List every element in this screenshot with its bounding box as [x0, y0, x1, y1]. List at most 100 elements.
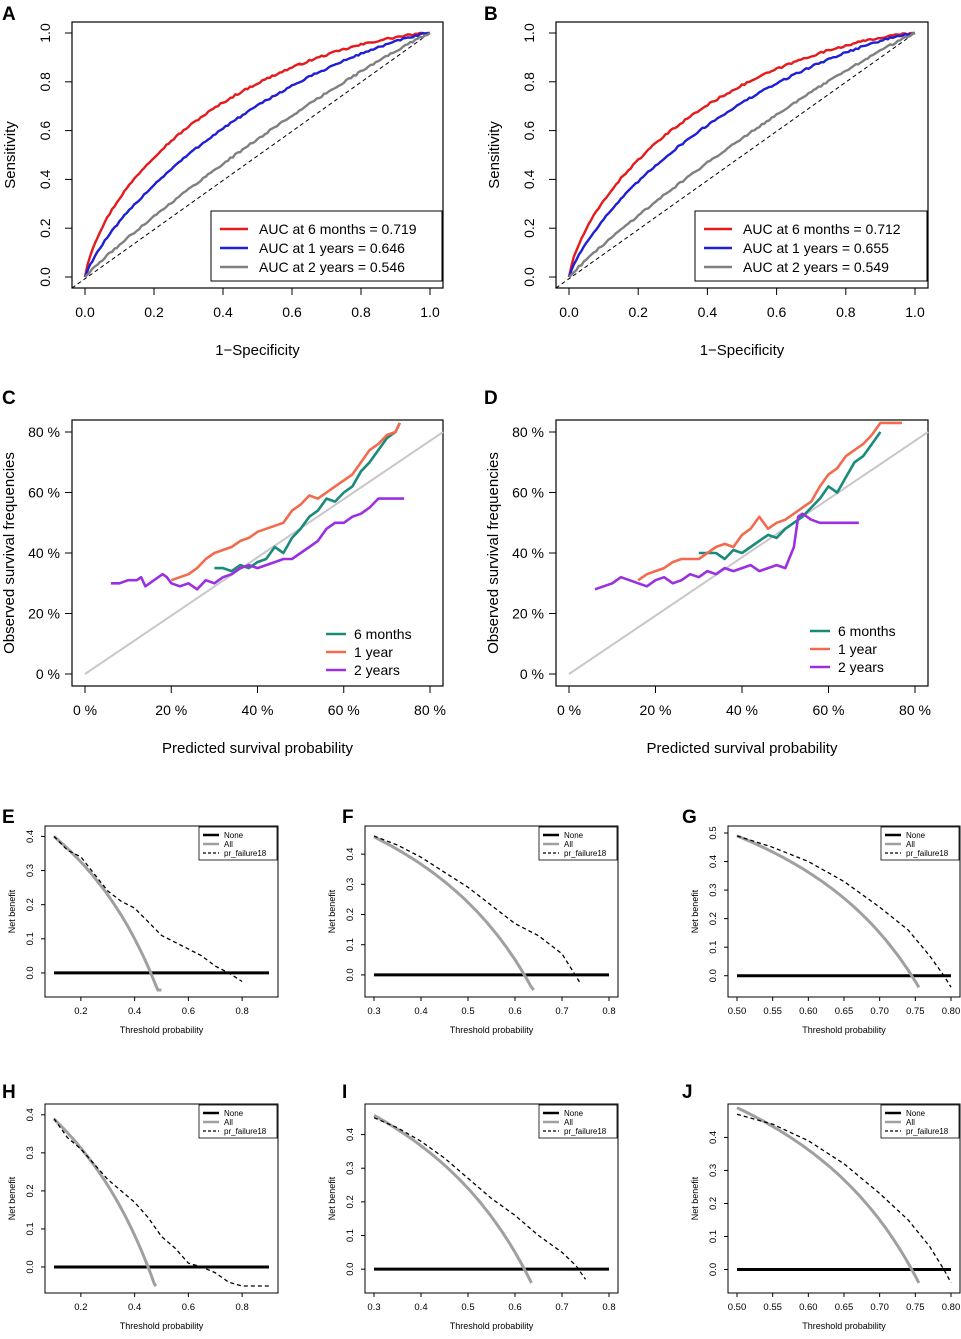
y-tick-label: 0.2: [345, 908, 356, 921]
panel-letter: E: [2, 807, 15, 828]
legend-label: 1 year: [354, 644, 393, 660]
roc-curve: [84, 32, 431, 278]
x-tick-label: 0.7: [555, 1302, 568, 1313]
legend-box: [210, 210, 443, 282]
y-tick-label: 0.0: [345, 968, 356, 981]
reference-diagonal: [568, 431, 929, 675]
x-tick-label: 0.2: [74, 1006, 87, 1017]
x-tick-label: 0 %: [557, 702, 581, 718]
roc-curve: [83, 31, 430, 278]
y-axis-title: Net benefit: [7, 1176, 17, 1220]
x-tick-label: 0.75: [906, 1302, 925, 1313]
plot-frame: [364, 1103, 619, 1294]
plot-frame: [44, 1103, 279, 1294]
panel-c: C 0 % 20 % 40 % 60 % 80 % 0 % 20 % 40 % 60 % 80 % P…: [1, 388, 446, 757]
y-tick-label: 0.0: [708, 969, 719, 982]
legend-label: pr_failure18: [906, 849, 949, 858]
reference-diagonal: [84, 431, 444, 675]
y-axis-title: Net benefit: [690, 1176, 700, 1220]
x-tick-label: 0.6: [767, 304, 787, 320]
x-tick-label: 0.4: [414, 1302, 427, 1313]
y-tick-label: 0.4: [521, 169, 537, 189]
x-tick-label: 0.5: [461, 1006, 474, 1017]
y-tick-label: 0.2: [25, 898, 36, 911]
panel-letter: J: [682, 1082, 693, 1103]
roc-curve: [568, 31, 916, 278]
x-tick-label: 0.6: [182, 1006, 195, 1017]
panel-letter: I: [342, 1082, 347, 1103]
x-tick-label: 20 %: [155, 702, 187, 718]
x-tick-label: 0.50: [728, 1006, 747, 1017]
legend-label: 6 months: [354, 626, 412, 642]
y-tick-label: 0.0: [25, 966, 36, 979]
treat-all-curve: [373, 835, 535, 991]
y-axis-title: Net benefit: [327, 1176, 337, 1220]
x-tick-label: 0.4: [128, 1006, 141, 1017]
y-tick-label: 0.8: [521, 72, 537, 92]
y-tick-label: 0.1: [708, 941, 719, 954]
y-axis-title: Sensitivity: [486, 121, 503, 189]
reference-diagonal: [555, 32, 916, 289]
model-curve: [373, 1117, 587, 1280]
y-axis-title: Net benefit: [327, 889, 337, 933]
x-tick-label: 0.65: [835, 1006, 854, 1017]
reference-diagonal: [71, 32, 431, 289]
x-tick-label: 0.65: [835, 1302, 854, 1313]
y-tick-label: 60 %: [28, 485, 60, 501]
y-tick-label: 0 %: [520, 666, 544, 682]
x-axis-title: Predicted survival probability: [647, 740, 838, 757]
model-curve: [53, 835, 243, 983]
x-axis-title: Threshold probability: [120, 1321, 204, 1331]
panel-g: G 0.50 0.55 0.60 0.65 0.70 0.75 0.80 0.0 0.1 0.2 0.…: [682, 807, 961, 1035]
legend-label: pr_failure18: [564, 1127, 607, 1136]
y-tick-label: 0.3: [708, 883, 719, 896]
y-tick-label: 0.0: [37, 267, 53, 287]
legend-label: AUC at 2 years = 0.546: [259, 259, 405, 275]
legend-label: All: [906, 1118, 915, 1127]
legend-label: 2 years: [354, 662, 400, 678]
calibration-line: [698, 431, 882, 561]
y-tick-label: 0.1: [345, 1229, 356, 1242]
x-tick-label: 0.50: [728, 1302, 747, 1313]
y-tick-label: 0.0: [345, 1263, 356, 1276]
plot-frame: [555, 21, 929, 289]
y-tick-label: 0.3: [345, 1162, 356, 1175]
x-tick-label: 0.0: [75, 304, 95, 320]
x-tick-label: 0.3: [367, 1302, 380, 1313]
x-tick-label: 0.3: [367, 1006, 380, 1017]
x-tick-label: 0.2: [628, 304, 648, 320]
x-tick-label: 0.60: [799, 1006, 818, 1017]
y-tick-label: 0.4: [25, 1108, 36, 1121]
panel-a: A 0.0 0.2 0.4 0.6 0.8 1.0 0.0 0.2 0.4 0.6 0.8 1.0 1−S…: [2, 4, 444, 359]
panel-f: F 0.3 0.4 0.5 0.6 0.7 0.8 0.0 0.1 0.2 0.3 0.4 Thresh…: [327, 807, 619, 1035]
y-tick-label: 60 %: [512, 485, 544, 501]
x-tick-label: 40 %: [726, 702, 758, 718]
calibration-line: [594, 512, 859, 591]
y-tick-label: 40 %: [28, 545, 60, 561]
legend-label: None: [224, 831, 244, 840]
x-tick-label: 0.80: [942, 1302, 961, 1313]
roc-curve: [567, 31, 916, 278]
y-tick-label: 0.2: [25, 1184, 36, 1197]
x-tick-label: 0.8: [236, 1302, 249, 1313]
y-tick-label: 0.4: [345, 1128, 356, 1141]
x-tick-label: 80 %: [414, 702, 446, 718]
x-tick-label: 0.8: [602, 1006, 615, 1017]
panel-letter: B: [484, 4, 498, 25]
x-axis-title: 1−Specificity: [700, 342, 785, 359]
x-axis-title: Threshold probability: [450, 1025, 534, 1035]
y-tick-label: 80 %: [28, 424, 60, 440]
x-tick-label: 60 %: [328, 702, 360, 718]
legend-label: All: [564, 1118, 573, 1127]
y-tick-label: 0 %: [36, 666, 60, 682]
panel-b: B 0.0 0.2 0.4 0.6 0.8 1.0 0.0 0.2 0.4 0.6 0.8 1.0 1−S…: [484, 4, 929, 359]
x-tick-label: 0.55: [763, 1006, 782, 1017]
legend-box: [694, 210, 928, 282]
legend-label: All: [564, 840, 573, 849]
model-curve: [736, 835, 952, 988]
x-tick-label: 0.8: [236, 1006, 249, 1017]
panel-letter: C: [2, 388, 16, 409]
x-tick-label: 0.8: [836, 304, 856, 320]
y-tick-label: 0.6: [37, 121, 53, 141]
legend-label: pr_failure18: [906, 1127, 949, 1136]
